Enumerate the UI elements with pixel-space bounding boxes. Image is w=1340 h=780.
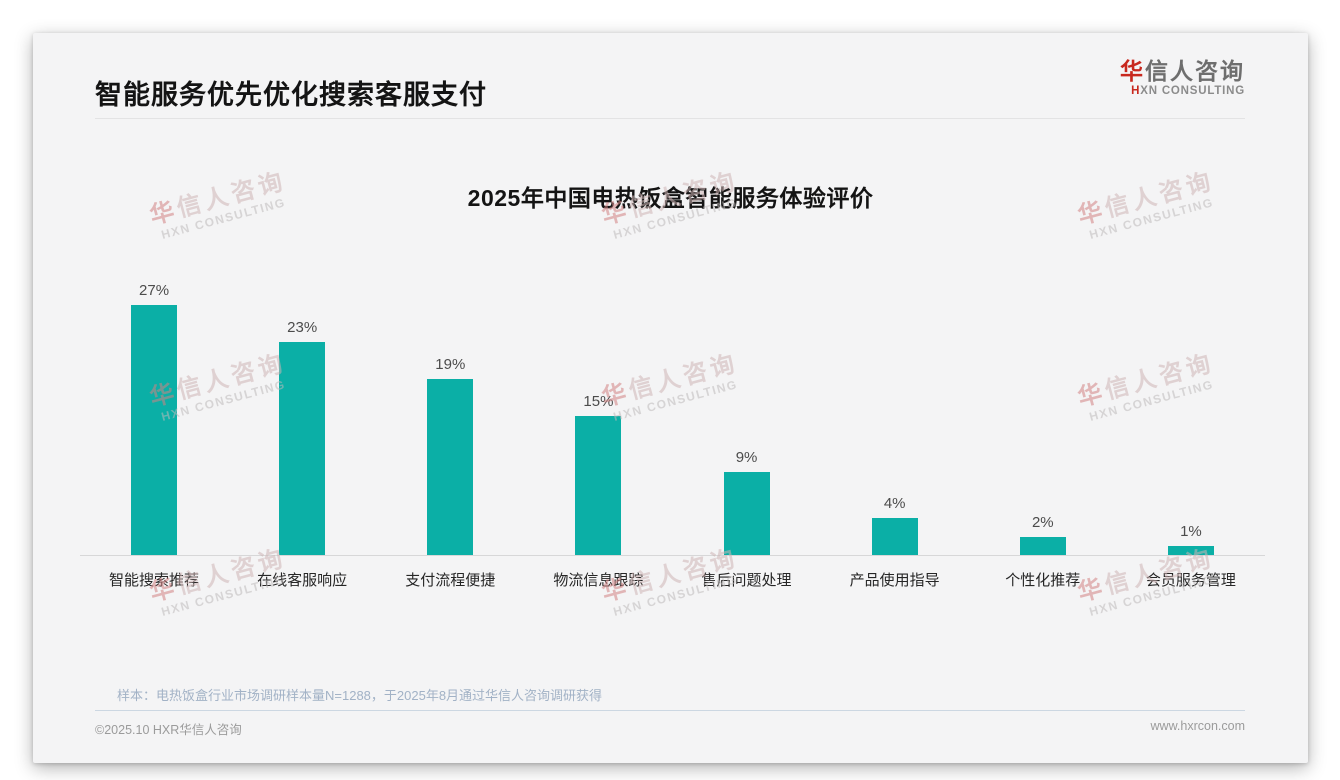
category-label: 在线客服响应: [257, 572, 348, 589]
category-label: 会员服务管理: [1145, 572, 1236, 589]
brand-logo-zh: 华信人咨询: [1120, 58, 1245, 84]
category-label: 智能搜索推荐: [109, 572, 200, 589]
bar-column: 27%: [80, 282, 228, 555]
bar-value-label: 27%: [139, 282, 170, 299]
brand-logo-en-accent: H: [1131, 85, 1141, 98]
chart-category-axis: 智能搜索推荐 在线客服响应 支付流程便捷 物流信息跟踪 售后问题处理 产品使用指导 个性化推…: [80, 556, 1265, 590]
bar-value-label: 19%: [435, 356, 466, 374]
bar-column: 15%: [524, 393, 672, 555]
bar-value-label: 2%: [1031, 513, 1054, 531]
brand-logo-zh-accent: 华: [1120, 58, 1145, 84]
category-label: 售后问题处理: [701, 572, 792, 589]
chart-title: 2025年中国电热饭盒智能服务体验评价: [467, 185, 874, 211]
category-label: 产品使用指导: [849, 572, 940, 589]
bar-column: 2%: [969, 513, 1117, 555]
bar-value-label: 23%: [287, 319, 318, 336]
category-label: 物流信息跟踪: [553, 572, 644, 589]
brand-logo-en-rest: XN CONSULTING: [1140, 85, 1245, 98]
bar: [427, 379, 474, 555]
bar-value-label: 15%: [583, 393, 614, 411]
chart-plot-area: 27% 23% 19% 15% 9% 4% 2% 1%: [80, 273, 1265, 556]
bar: [575, 416, 622, 555]
footer-copyright: ©2025.10 HXR华信人咨询: [95, 723, 242, 737]
footer: ©2025.10 HXR华信人咨询 www.hxrcon.com: [95, 719, 1245, 738]
bar-chart: 27% 23% 19% 15% 9% 4% 2% 1% 智能搜索推荐 在线客服响应 支付流程便捷 物…: [80, 273, 1265, 590]
sample-note: 样本：电热饭盒行业市场调研样本量N=1288，于2025年8月通过华信人咨询调研…: [117, 688, 603, 703]
footer-divider: [95, 710, 1245, 711]
bar: [131, 305, 178, 555]
brand-logo-en: HXN CONSULTING: [1120, 85, 1245, 98]
header-divider: [95, 118, 1245, 119]
bar-column: 19%: [376, 356, 524, 555]
bar: [871, 518, 918, 555]
bar-value-label: 4%: [883, 495, 906, 512]
bar: [1167, 545, 1214, 555]
bar-column: 4%: [821, 495, 969, 555]
bar: [1019, 536, 1066, 555]
bar-column: 1%: [1117, 523, 1265, 555]
footer-website: www.hxrcon.com: [1150, 719, 1245, 733]
brand-logo: 华信人咨询 HXN CONSULTING: [1120, 58, 1245, 98]
page-title: 智能服务优先优化搜索客服支付: [95, 80, 487, 110]
bar-value-label: 1%: [1180, 522, 1202, 540]
bar-column: 9%: [673, 449, 821, 555]
category-label: 支付流程便捷: [405, 572, 496, 589]
bar-column: 23%: [228, 319, 376, 555]
slide-card: 智能服务优先优化搜索客服支付 华信人咨询 HXN CONSULTING 2025…: [33, 33, 1308, 763]
bar: [279, 342, 326, 555]
brand-logo-zh-rest: 信人咨询: [1145, 58, 1245, 84]
bar-value-label: 9%: [735, 448, 758, 466]
bar: [723, 471, 770, 555]
category-label: 个性化推荐: [1005, 572, 1081, 589]
